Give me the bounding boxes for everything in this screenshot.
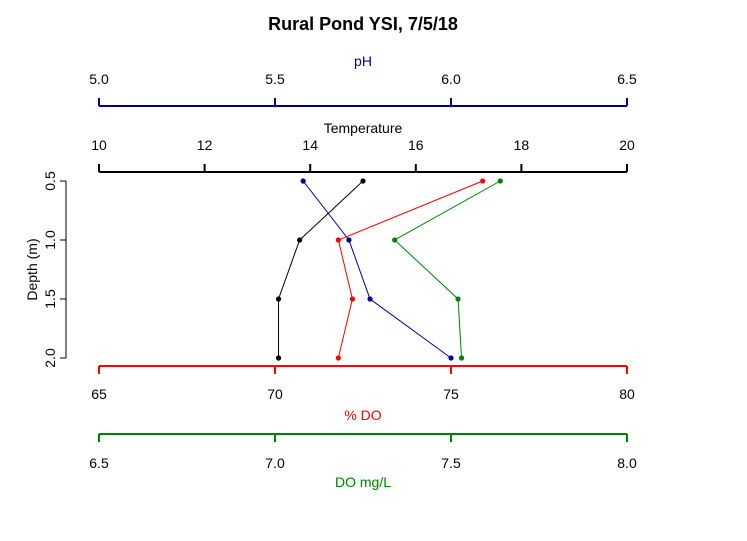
do_percent-data-point	[349, 296, 356, 302]
temperature-axis: 10 12 14 16 18 20 Temperature	[91, 120, 635, 173]
temperature-data-point	[275, 296, 282, 302]
temperature-series	[275, 178, 366, 361]
do_percent-data-point	[480, 178, 486, 184]
ph-data-point	[346, 237, 352, 243]
temperature-tick-label: 12	[197, 137, 213, 153]
ph-tick-label: 5.0	[89, 71, 109, 87]
ph-axis: 5.0 5.5 6.0 6.5 pH	[89, 53, 637, 107]
temperature-tick-label: 14	[302, 137, 318, 153]
temperature-data-point	[275, 355, 282, 361]
do_percent-axis: 65 70 75 80 % DO	[91, 365, 635, 423]
temperature-series-line	[278, 180, 364, 358]
do_mgl-series	[392, 178, 503, 361]
do_mgl-data-point	[455, 296, 461, 302]
depth-tick-label: 0.5	[42, 171, 58, 191]
temperature-tick-label: 10	[91, 137, 107, 153]
do_mgl-series-line	[393, 180, 501, 359]
do_percent-tick-label: 80	[619, 386, 635, 402]
axes-layer: 5.0 5.5 6.0 6.5 pH 10 12 14 16 18 20 Temperature 65 7…	[24, 53, 637, 490]
depth-tick-label: 2.0	[42, 348, 58, 368]
chart-title: Rural Pond YSI, 7/5/18	[268, 14, 458, 34]
ph-series-line	[302, 180, 452, 359]
do_percent-data-point	[335, 237, 341, 243]
temperature-data-point	[360, 178, 366, 184]
do_mgl-tick-label: 6.5	[89, 455, 109, 471]
do_mgl-data-point	[497, 178, 503, 184]
ph-tick-label: 6.0	[441, 71, 461, 87]
do_percent-axis-title: % DO	[344, 407, 381, 423]
temperature-data-point	[297, 237, 303, 243]
depth-tick-label: 1.0	[42, 230, 58, 250]
temperature-tick-label: 20	[619, 137, 635, 153]
ph-axis-title: pH	[354, 53, 372, 69]
ph-data-point	[300, 178, 306, 184]
ph-data-point	[448, 355, 454, 361]
do_mgl-tick-label: 7.0	[265, 455, 285, 471]
temperature-tick-label: 18	[514, 137, 530, 153]
temperature-tick-label: 16	[408, 137, 424, 153]
depth-axis-title: Depth (m)	[24, 238, 40, 300]
do_percent-series	[335, 178, 486, 361]
do_percent-tick-label: 75	[443, 386, 459, 402]
temperature-axis-title: Temperature	[324, 120, 403, 136]
ph-series	[300, 178, 454, 361]
do_percent-tick-label: 70	[267, 386, 283, 402]
do_mgl-axis-title: DO mg/L	[335, 474, 391, 490]
depth-axis: 0.5 1.0 1.5 2.0 Depth (m)	[24, 171, 67, 368]
ph-data-point	[367, 296, 373, 302]
do_mgl-tick-label: 7.5	[441, 455, 461, 471]
do_mgl-data-point	[392, 237, 398, 243]
depth-tick-label: 1.5	[42, 289, 58, 309]
do_percent-data-point	[335, 355, 341, 361]
do_mgl-tick-label: 8.0	[617, 455, 637, 471]
do_percent-tick-label: 65	[91, 386, 107, 402]
ph-tick-label: 5.5	[265, 71, 285, 87]
series-layer	[275, 178, 503, 361]
do_percent-series-line	[337, 180, 483, 359]
ph-tick-label: 6.5	[617, 71, 637, 87]
do_mgl-axis: 6.5 7.0 7.5 8.0 DO mg/L	[89, 433, 637, 490]
do_mgl-data-point	[458, 355, 465, 361]
